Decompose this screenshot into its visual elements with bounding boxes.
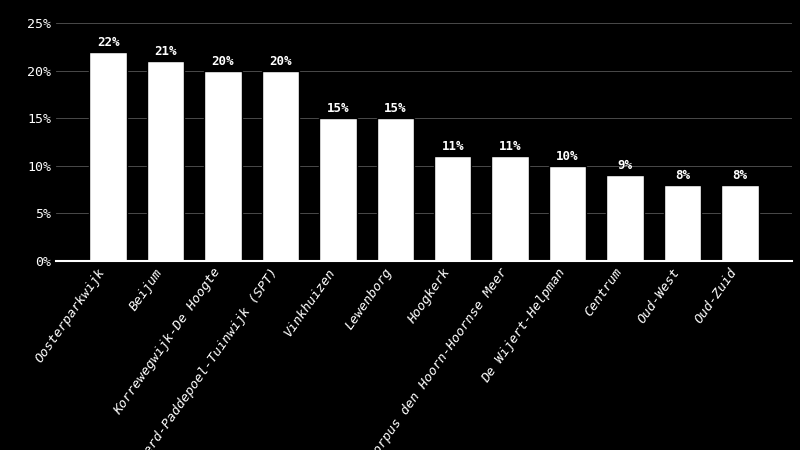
Text: 8%: 8% <box>675 169 690 182</box>
Bar <box>434 156 471 261</box>
Bar <box>90 52 126 261</box>
Bar <box>319 118 357 261</box>
Text: 22%: 22% <box>97 36 119 49</box>
Bar <box>664 185 701 261</box>
Text: 20%: 20% <box>212 55 234 68</box>
Bar <box>377 118 414 261</box>
Text: 21%: 21% <box>154 45 177 58</box>
Bar <box>262 71 299 261</box>
Text: 15%: 15% <box>326 102 349 115</box>
Bar <box>147 61 184 261</box>
Text: 15%: 15% <box>384 102 406 115</box>
Text: 9%: 9% <box>618 159 633 172</box>
Text: 11%: 11% <box>442 140 464 153</box>
Bar <box>606 176 644 261</box>
Bar <box>722 185 758 261</box>
Text: 11%: 11% <box>499 140 522 153</box>
Bar <box>549 166 586 261</box>
Bar <box>204 71 242 261</box>
Bar <box>491 156 529 261</box>
Text: 20%: 20% <box>269 55 292 68</box>
Text: 10%: 10% <box>556 150 579 163</box>
Text: 8%: 8% <box>732 169 747 182</box>
